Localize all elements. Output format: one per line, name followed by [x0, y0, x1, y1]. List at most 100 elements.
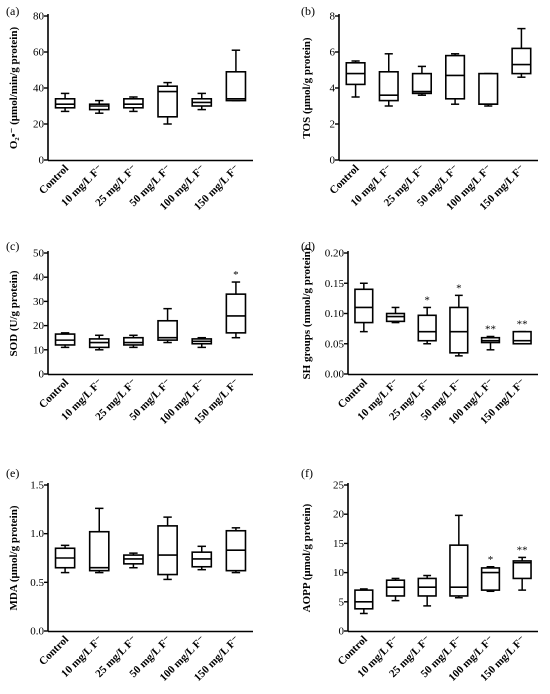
box-4: [444, 53, 466, 105]
box-1: [54, 544, 76, 574]
y-tick-label: 15: [333, 538, 345, 550]
box-iqr: [411, 72, 433, 95]
box-iqr: [123, 336, 144, 346]
y-tick-label: 4: [330, 83, 336, 95]
significance-marker: *: [424, 294, 430, 306]
box-6: [225, 527, 247, 574]
box-3: [123, 552, 144, 569]
y-tick-label: 2: [330, 119, 336, 131]
box-2: [385, 577, 406, 602]
box-1: [345, 60, 366, 98]
chart-panel-1: (a) 0 20 40 60 80 O₂•⁻ (μmol/min/g protein) Con…: [6, 4, 253, 213]
y-tick-label: 30: [33, 296, 45, 308]
significance-marker: *: [233, 269, 239, 281]
box-iqr: [385, 312, 406, 323]
box-6: **: [512, 319, 532, 345]
significance-marker: **: [485, 323, 496, 335]
y-tick-label: 0.15: [325, 278, 345, 290]
box-iqr: [512, 560, 532, 580]
panel-label: (c): [6, 239, 19, 253]
y-tick-label: 60: [33, 47, 45, 59]
y-tick-label: 80: [33, 11, 45, 23]
box-iqr: [88, 103, 110, 111]
y-axis-title: SOD (U/g protein): [8, 270, 20, 356]
significance-marker: *: [488, 554, 494, 566]
panel-label: (a): [6, 4, 19, 18]
box-iqr: [225, 71, 247, 102]
box-5: [191, 92, 213, 111]
box-iqr: [157, 85, 178, 118]
x-category-label: Control: [37, 377, 71, 411]
box-3: [123, 96, 144, 113]
box-5: [191, 545, 213, 571]
box-2: [88, 334, 110, 351]
box-5: [478, 72, 499, 107]
box-5: *: [480, 554, 501, 593]
box-5: **: [480, 323, 501, 351]
box-iqr: [480, 567, 501, 591]
box-3: [417, 574, 437, 607]
box-1: [354, 282, 374, 333]
box-2: [378, 53, 399, 107]
y-tick-label: 40: [33, 272, 45, 284]
box-iqr: [511, 47, 532, 75]
y-axis-title: MDA (μmol/g protein): [8, 505, 20, 610]
y-tick-label: 0.10: [325, 308, 345, 320]
box-4: [157, 516, 178, 581]
x-category-label: Control: [37, 163, 71, 197]
box-iqr: [354, 288, 374, 324]
box-iqr: [478, 72, 499, 105]
box-1: [54, 332, 76, 349]
y-tick-label: 0.05: [325, 338, 345, 350]
y-tick-label: 25: [333, 480, 345, 492]
y-tick-label: 20: [33, 320, 45, 332]
chart-panel-5: (e) 0.0 0.5 1.0 1.5 MDA (μmol/g protein) Contr…: [6, 466, 253, 684]
significance-marker: *: [456, 282, 462, 294]
y-tick-label: 10: [33, 344, 45, 356]
box-2: [88, 99, 110, 114]
box-iqr: [449, 544, 469, 597]
y-axis-title: AOPP (μmol/g protein): [301, 503, 313, 612]
box-iqr: [54, 98, 76, 109]
box-iqr: [512, 330, 532, 345]
y-tick-label: 20: [333, 509, 345, 521]
y-tick-label: 20: [33, 119, 45, 131]
box-3: [411, 65, 433, 96]
box-iqr: [88, 530, 110, 572]
box-iqr: [449, 306, 469, 354]
y-tick-label: 1.5: [30, 480, 44, 492]
panel-label: (b): [301, 4, 315, 18]
box-4: [449, 514, 469, 599]
y-tick-label: 0: [339, 626, 345, 638]
x-category-label: Control: [37, 634, 71, 668]
box-4: [157, 307, 178, 344]
y-tick-label: 0.00: [325, 369, 345, 381]
y-axis-title: O₂•⁻ (μmol/min/g protein): [8, 27, 20, 150]
box-iqr: [225, 293, 247, 334]
box-4: [157, 81, 178, 125]
significance-marker: **: [517, 319, 528, 331]
y-tick-label: 6: [330, 47, 336, 59]
y-tick-label: 0.5: [30, 577, 44, 589]
y-tick-label: 50: [33, 248, 45, 260]
box-iqr: [157, 525, 178, 576]
box-3: *: [417, 294, 437, 345]
panel-label: (e): [6, 466, 19, 480]
y-tick-label: 5: [339, 596, 345, 608]
box-4: *: [449, 282, 469, 357]
y-axis-title: SH groups (mmol/g protein): [301, 247, 313, 379]
box-iqr: [444, 54, 466, 100]
box-iqr: [354, 589, 374, 610]
box-2: [88, 507, 110, 574]
box-2: [385, 306, 406, 324]
box-1: [354, 588, 374, 615]
y-tick-label: 0: [39, 155, 45, 167]
box-iqr: [385, 579, 406, 597]
box-6: *: [225, 269, 247, 339]
y-tick-label: 40: [33, 83, 45, 95]
box-6: [511, 27, 532, 78]
